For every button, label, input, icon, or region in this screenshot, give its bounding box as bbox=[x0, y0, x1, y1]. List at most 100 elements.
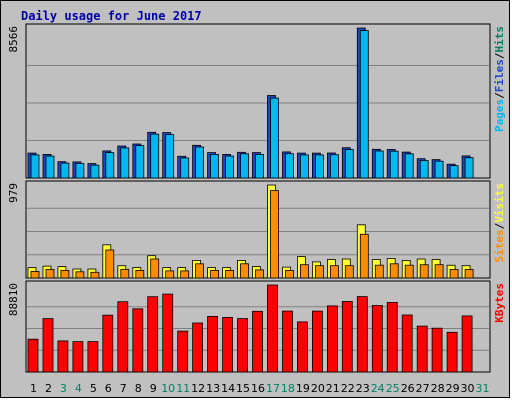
kbytes-panel-bar-kbytes-17 bbox=[267, 284, 278, 373]
legend-separator: / bbox=[493, 222, 506, 229]
visits-panel-bar-sites-16 bbox=[255, 269, 264, 279]
visits-panel-bar-sites-27 bbox=[419, 264, 429, 279]
day-label-10: 10 bbox=[161, 382, 175, 395]
day-label-19: 19 bbox=[296, 382, 310, 395]
hits-panel-bar-pages-17 bbox=[270, 97, 279, 179]
visits-panel-bar-sites-24 bbox=[374, 264, 384, 279]
hits-panel-bar-pages-23 bbox=[359, 30, 369, 179]
hits-panel-bar-pages-16 bbox=[255, 153, 264, 179]
day-label-13: 13 bbox=[206, 382, 220, 395]
visits-panel-bar-sites-30 bbox=[464, 269, 474, 279]
day-label-12: 12 bbox=[191, 382, 205, 395]
legend-visits: Visits bbox=[493, 183, 506, 223]
kbytes-panel-bar-kbytes-7 bbox=[117, 301, 129, 373]
hits-panel-bar-pages-18 bbox=[285, 153, 294, 179]
visits-panel-bar-sites-2 bbox=[45, 269, 55, 279]
hits-panel-bar-pages-30 bbox=[464, 157, 474, 179]
visits-panel-bar-sites-29 bbox=[449, 269, 459, 279]
day-label-21: 21 bbox=[326, 382, 340, 395]
day-label-15: 15 bbox=[236, 382, 250, 395]
day-label-1: 1 bbox=[30, 382, 37, 395]
legend-sites: Sites bbox=[493, 229, 506, 262]
kbytes-panel-bar-kbytes-29 bbox=[446, 331, 458, 373]
kbytes-panel-bar-kbytes-14 bbox=[222, 316, 234, 373]
visits-panel-max-label: 979 bbox=[7, 183, 20, 203]
visits-panel-bar-sites-19 bbox=[299, 264, 309, 279]
day-label-6: 6 bbox=[105, 382, 112, 395]
hits-panel-bar-pages-20 bbox=[314, 154, 324, 179]
kbytes-panel-bar-kbytes-2 bbox=[42, 318, 54, 373]
hits-panel-bar-pages-5 bbox=[90, 164, 100, 179]
visits-panel-legend: Sites/Visits bbox=[493, 183, 506, 263]
legend-files: Files bbox=[493, 59, 506, 92]
day-label-8: 8 bbox=[135, 382, 142, 395]
kbytes-panel-legend: KBytes bbox=[493, 283, 506, 323]
visits-panel-bar-sites-23 bbox=[359, 233, 369, 279]
day-label-25: 25 bbox=[386, 382, 400, 395]
day-label-18: 18 bbox=[281, 382, 295, 395]
day-label-4: 4 bbox=[75, 382, 82, 395]
hits-panel-bar-pages-28 bbox=[434, 160, 444, 179]
day-label-28: 28 bbox=[431, 382, 445, 395]
kbytes-panel-bar-kbytes-26 bbox=[401, 314, 413, 373]
kbytes-panel-bar-kbytes-24 bbox=[371, 304, 383, 373]
visits-panel-bar-sites-7 bbox=[120, 269, 130, 279]
kbytes-panel-bar-kbytes-8 bbox=[132, 308, 144, 373]
kbytes-panel-bar-kbytes-16 bbox=[252, 310, 263, 373]
hits-panel-bar-pages-10 bbox=[165, 134, 175, 179]
kbytes-panel-bar-kbytes-27 bbox=[416, 325, 428, 373]
day-label-11: 11 bbox=[176, 382, 190, 395]
visits-panel-bar-sites-28 bbox=[434, 264, 444, 279]
day-label-16: 16 bbox=[251, 382, 265, 395]
kbytes-panel-bar-kbytes-9 bbox=[147, 296, 159, 373]
kbytes-panel-bar-kbytes-22 bbox=[341, 301, 353, 373]
visits-panel-bar-sites-21 bbox=[329, 265, 339, 279]
kbytes-panel-bar-kbytes-4 bbox=[72, 341, 84, 373]
visits-panel-bar-sites-10 bbox=[165, 270, 175, 279]
visits-panel-bar-sites-9 bbox=[150, 258, 160, 279]
kbytes-panel-bar-kbytes-6 bbox=[102, 314, 114, 373]
kbytes-panel-bar-kbytes-19 bbox=[296, 321, 308, 373]
hits-panel-bar-pages-12 bbox=[195, 146, 205, 179]
visits-panel-bar-sites-5 bbox=[90, 271, 100, 279]
day-label-3: 3 bbox=[60, 382, 67, 395]
visits-panel-bar-sites-15 bbox=[240, 263, 249, 279]
visits-panel-bar-sites-4 bbox=[75, 271, 85, 279]
hits-panel-max-label: 8566 bbox=[7, 26, 20, 53]
hits-panel-bar-pages-6 bbox=[105, 152, 115, 179]
day-label-27: 27 bbox=[416, 382, 430, 395]
kbytes-panel-max-label: 88810 bbox=[7, 283, 20, 316]
day-label-17: 17 bbox=[266, 382, 280, 395]
kbytes-panel-bar-kbytes-13 bbox=[207, 315, 219, 373]
hits-panel-bar-pages-4 bbox=[75, 163, 85, 179]
kbytes-panel-bar-kbytes-12 bbox=[192, 322, 204, 373]
kbytes-panel-bar-kbytes-11 bbox=[177, 330, 189, 373]
day-label-22: 22 bbox=[341, 382, 355, 395]
hits-panel-bar-pages-9 bbox=[150, 133, 160, 179]
kbytes-panel-bar-kbytes-30 bbox=[461, 315, 473, 373]
day-label-14: 14 bbox=[221, 382, 235, 395]
kbytes-panel-bar-kbytes-1 bbox=[27, 338, 39, 373]
hits-panel-bar-pages-1 bbox=[30, 154, 40, 179]
hits-panel-bar-pages-24 bbox=[374, 150, 384, 179]
visits-panel-bar-sites-26 bbox=[404, 264, 414, 279]
visits-panel-bar-sites-3 bbox=[60, 269, 70, 279]
kbytes-panel-bar-kbytes-20 bbox=[311, 310, 323, 373]
visits-panel-bar-sites-8 bbox=[135, 269, 145, 279]
hits-panel-bar-pages-15 bbox=[240, 153, 249, 179]
day-label-31: 31 bbox=[476, 382, 490, 395]
kbytes-panel-bar-kbytes-21 bbox=[326, 305, 338, 373]
day-label-9: 9 bbox=[150, 382, 157, 395]
day-label-24: 24 bbox=[371, 382, 385, 395]
visits-panel-bar-sites-22 bbox=[344, 265, 354, 279]
hits-panel-bar-pages-19 bbox=[299, 154, 309, 179]
legend-separator: / bbox=[493, 92, 506, 99]
hits-panel-bar-pages-21 bbox=[329, 154, 339, 179]
day-label-30: 30 bbox=[461, 382, 475, 395]
day-label-2: 2 bbox=[45, 382, 52, 395]
visits-panel-bar-sites-1 bbox=[30, 270, 40, 279]
kbytes-panel-bar-kbytes-5 bbox=[87, 341, 99, 373]
hits-panel-bar-pages-25 bbox=[389, 150, 399, 179]
hits-panel-bar-pages-29 bbox=[449, 165, 459, 179]
